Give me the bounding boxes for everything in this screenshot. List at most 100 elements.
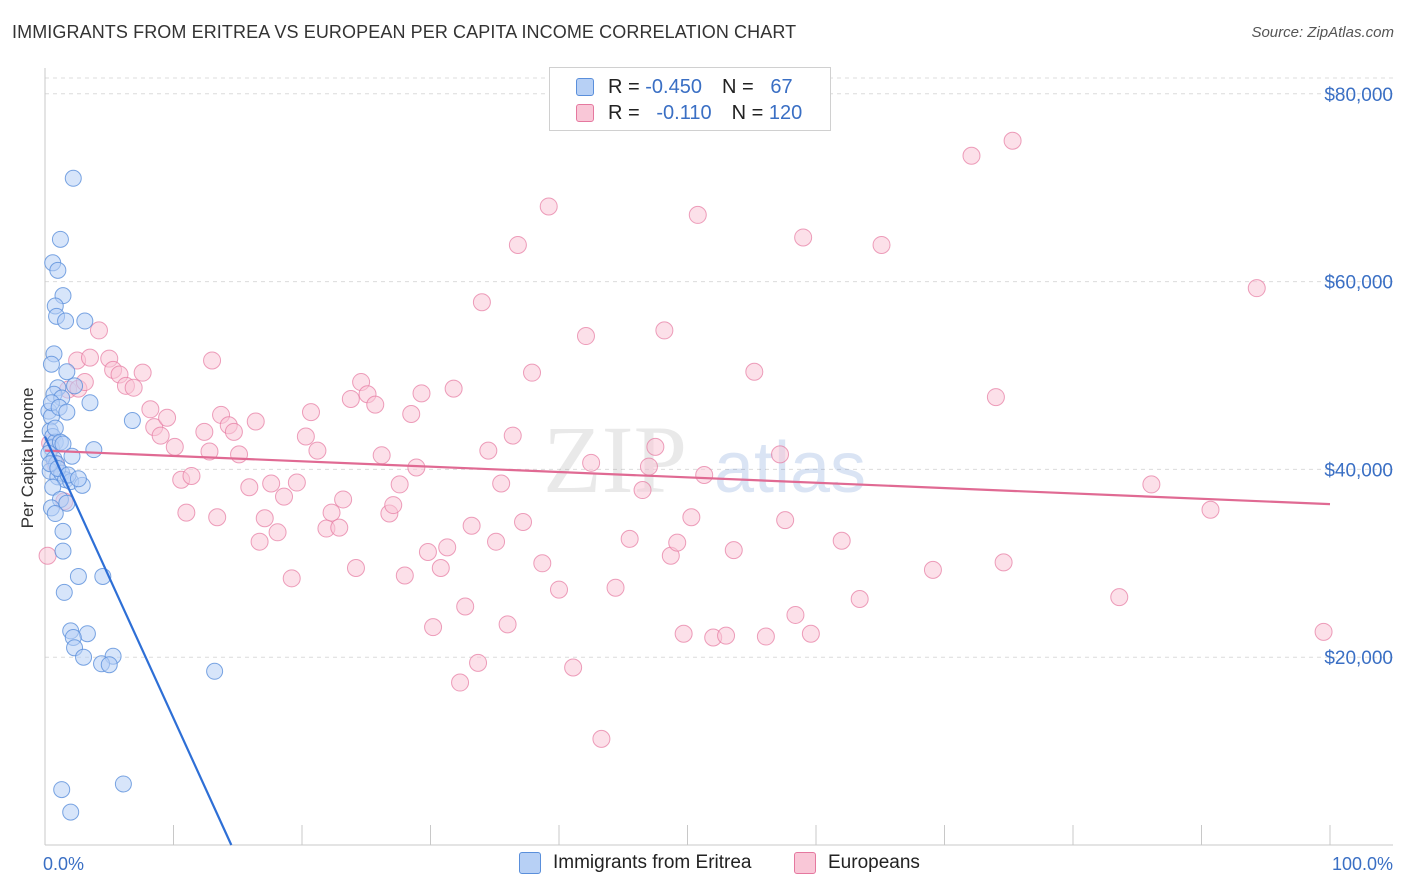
europeans-point (334, 490, 353, 509)
europeans-point (456, 597, 475, 616)
y-tick-label: $20,000 (1324, 648, 1393, 669)
europeans-point (620, 529, 639, 548)
y-axis-label: Per Capita Income (18, 388, 37, 529)
eritrea-point (123, 412, 141, 430)
legend-swatch-pink (576, 104, 594, 122)
europeans-point (923, 560, 942, 579)
europeans-point (250, 532, 269, 551)
europeans-point (564, 658, 583, 677)
europeans-point (246, 412, 265, 431)
eritrea-point (69, 567, 87, 585)
europeans-point (1314, 622, 1333, 641)
x-tick-labels: 0.0% 100.0% (43, 854, 1393, 874)
eritrea-point (57, 312, 75, 330)
eritrea-point (58, 403, 76, 421)
europeans-point (724, 541, 743, 560)
eritrea-point (54, 522, 72, 540)
legend-n-value: 67 (770, 75, 793, 98)
europeans-point (451, 673, 470, 692)
europeans-point (479, 441, 498, 460)
europeans-point (794, 228, 813, 247)
europeans-point (158, 408, 177, 427)
legend-r-label: R = (608, 75, 640, 98)
bottom-legend-label: Immigrants from Eritrea (553, 852, 752, 873)
eritrea-point (54, 542, 72, 560)
europeans-point (832, 531, 851, 550)
eritrea-point (53, 781, 71, 799)
bottom-legend-swatch-pink (794, 852, 816, 874)
europeans-point (582, 453, 601, 472)
legend-r-value: -0.450 (645, 75, 702, 98)
eritrea-point (69, 470, 87, 488)
europeans-point (418, 543, 437, 562)
europeans-point (756, 627, 775, 646)
europeans-point (492, 474, 511, 493)
europeans-point (262, 474, 281, 493)
europeans-point (330, 518, 349, 537)
europeans-point (646, 437, 665, 456)
europeans-point (301, 403, 320, 422)
europeans-point (717, 626, 736, 645)
europeans-point (682, 508, 701, 527)
y-tick-label: $40,000 (1324, 460, 1393, 481)
europeans-point (200, 442, 219, 461)
europeans-point (141, 400, 160, 419)
watermark: ZIP atlas (543, 406, 866, 513)
legend-n-label: N = (721, 75, 754, 98)
bottom-legend-swatch-blue (519, 852, 541, 874)
europeans-point (407, 458, 426, 477)
legend-swatch-blue (576, 78, 594, 96)
eritrea-point (44, 478, 62, 496)
eritrea-point (81, 394, 99, 412)
eritrea-point (46, 505, 64, 523)
europeans-point (801, 624, 820, 643)
eritrea-point (75, 648, 93, 666)
europeans-point (195, 422, 214, 441)
europeans-point (994, 553, 1013, 572)
europeans-point (224, 422, 243, 441)
europeans-point (550, 580, 568, 599)
eritrea-point (58, 363, 76, 381)
europeans-point (89, 321, 108, 340)
europeans-point (182, 466, 201, 485)
eritrea-point (49, 261, 67, 279)
europeans-trend-line (44, 449, 1331, 506)
europeans-point (472, 293, 491, 312)
europeans-point (341, 389, 360, 408)
europeans-point (639, 457, 658, 476)
europeans-point (275, 487, 294, 506)
legend-n-value: 120 (768, 101, 803, 124)
europeans-point (255, 509, 274, 528)
europeans-point (177, 503, 196, 522)
source-label: Source: ZipAtlas.com (1251, 24, 1394, 41)
europeans-point (655, 321, 674, 340)
europeans-point (372, 446, 391, 465)
eritrea-point (42, 355, 60, 373)
europeans-point (1003, 131, 1022, 150)
eritrea-point (114, 775, 132, 793)
europeans-point (688, 205, 707, 224)
chart-title: IMMIGRANTS FROM ERITREA VS EUROPEAN PER … (12, 22, 797, 42)
europeans-point (402, 404, 421, 423)
europeans-point (395, 566, 414, 585)
europeans-point (322, 503, 341, 522)
europeans-point (533, 554, 552, 573)
europeans-point (438, 538, 457, 557)
europeans-point (165, 437, 184, 456)
legend-row-europeans: R = -0.110 N = 120 (576, 100, 802, 126)
europeans-point (240, 478, 259, 497)
europeans-point (771, 445, 790, 464)
bottom-legend-eritrea: Immigrants from Eritrea (519, 852, 751, 874)
europeans-point (208, 508, 227, 527)
europeans-point (346, 558, 365, 577)
europeans-point (508, 235, 527, 254)
x-tick-label: 0.0% (43, 854, 84, 874)
europeans-point (674, 624, 693, 643)
eritrea-point (100, 656, 118, 674)
europeans-point (1110, 588, 1129, 607)
eritrea-point (62, 803, 80, 821)
europeans-point (745, 362, 764, 381)
europeans-point (786, 605, 805, 624)
eritrea-point (64, 169, 82, 187)
